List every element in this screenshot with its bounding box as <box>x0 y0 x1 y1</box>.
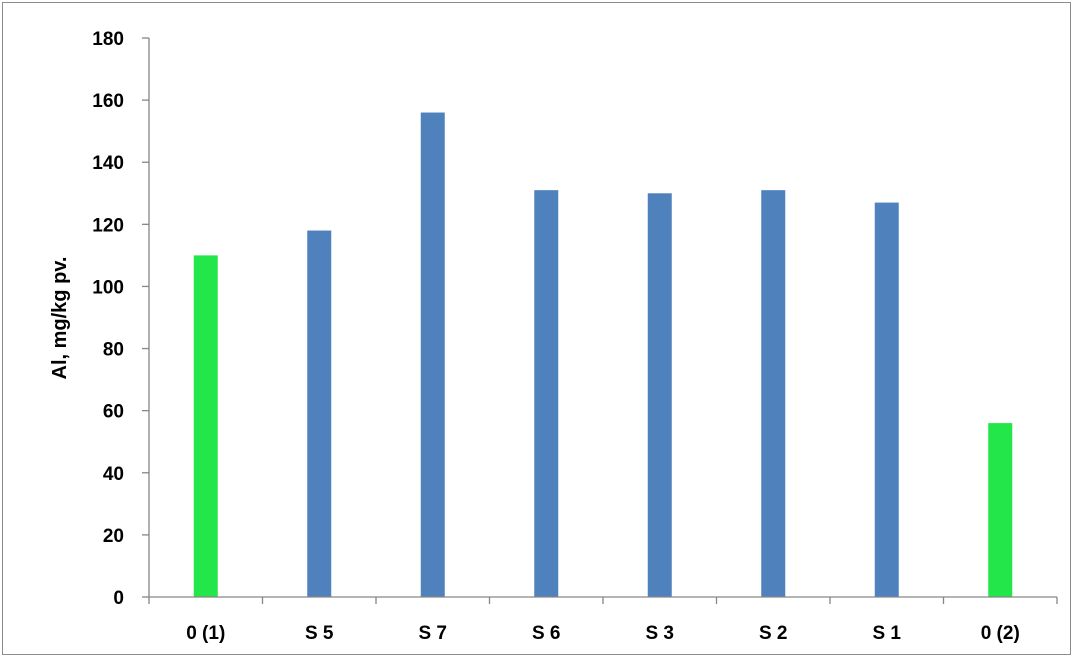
y-tick-label: 40 <box>103 464 124 485</box>
bar-s-1 <box>874 202 899 597</box>
y-tick-label: 180 <box>92 29 124 50</box>
x-tick-label: 0 (2) <box>981 623 1020 644</box>
y-tick-label: 140 <box>92 153 124 174</box>
bar-s-6 <box>534 190 559 597</box>
x-tick-label: S 6 <box>532 623 561 644</box>
x-axis-ticks: 0 (1) S 5 S 7 S 6 S 3 S 2 S 1 0 (2) <box>148 597 1058 644</box>
x-tick-label: 0 (1) <box>186 623 225 644</box>
bars <box>193 112 1013 598</box>
x-tick-label: S 5 <box>305 623 334 644</box>
y-axis-ticks: 0 20 40 60 80 100 120 140 160 180 <box>92 29 149 609</box>
bar-s-3 <box>647 193 672 597</box>
y-axis-title: Al, mg/kg pv. <box>49 257 71 380</box>
y-tick-label: 0 <box>113 588 124 609</box>
y-tick-label: 160 <box>92 91 124 112</box>
x-tick-label: S 2 <box>759 623 788 644</box>
y-tick-label: 20 <box>103 526 124 547</box>
bar-0-2 <box>988 423 1013 597</box>
bar-0-1 <box>193 255 218 597</box>
x-tick-label: S 7 <box>418 623 447 644</box>
x-tick-label: S 3 <box>645 623 674 644</box>
y-tick-label: 120 <box>92 215 124 236</box>
bar-s-7 <box>420 112 445 598</box>
y-tick-label: 80 <box>103 340 124 361</box>
y-tick-label: 100 <box>92 277 124 298</box>
bar-s-5 <box>307 230 332 598</box>
y-tick-label: 60 <box>103 402 124 423</box>
x-tick-label: S 1 <box>872 623 901 644</box>
bar-s-2 <box>761 190 786 597</box>
